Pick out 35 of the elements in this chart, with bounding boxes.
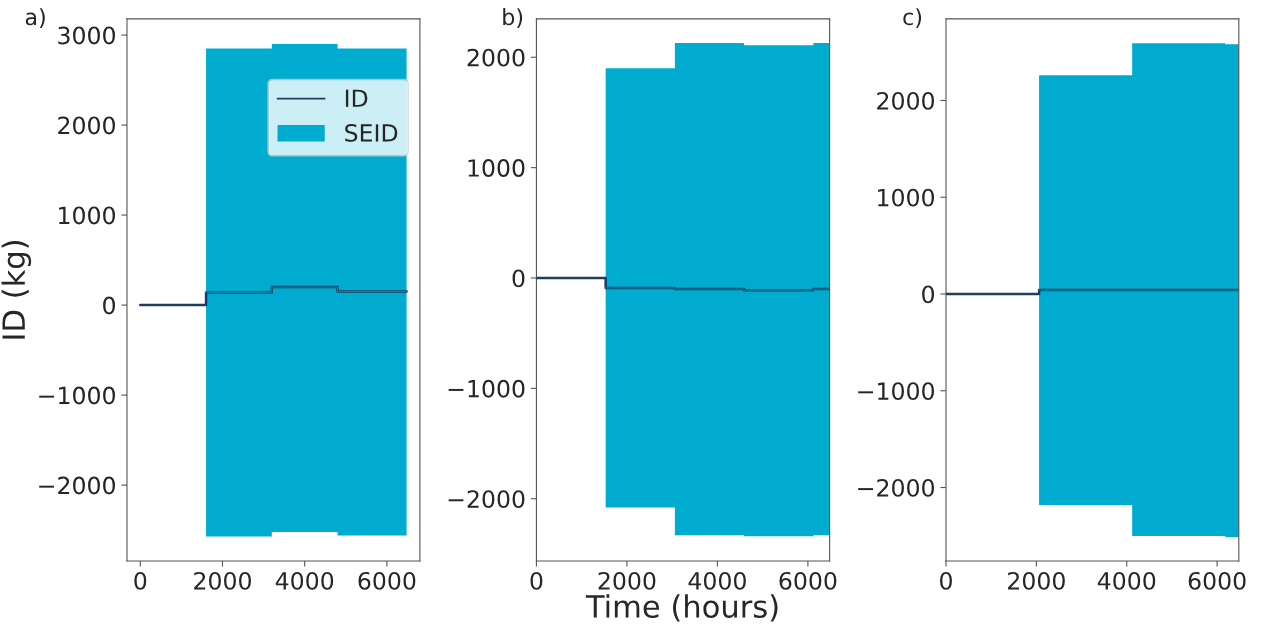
y-tick-label: 2000 [58,116,115,135]
x-tick-label: 4000 [275,571,334,590]
y-axis-title: ID (kg) [1,241,32,339]
y-tick-label: 0 [922,285,935,304]
x-tick-label: 4000 [688,571,746,590]
y-tick-label: −2000 [858,478,935,497]
y-tick-label: 2000 [467,48,525,67]
y-tick-label: 1000 [59,206,115,225]
legend-label: SEID [345,123,398,142]
x-axis-title: Time (hours) [585,594,778,622]
x-tick-label: 6000 [779,571,837,590]
y-tick-label: 0 [512,269,525,288]
y-tick-label: −2000 [448,490,525,509]
y-tick-label: 3000 [58,26,115,45]
x-tick-label: 2000 [598,571,656,590]
y-tick-label: 1000 [878,188,935,207]
text: b) [503,8,523,28]
y-tick-label: −1000 [858,382,935,401]
y-tick-label: −2000 [39,476,115,495]
text: c) [903,8,922,28]
x-tick-label: 0 [530,571,543,590]
x-tick-label: 6000 [1188,571,1246,590]
x-tick-label: 0 [940,571,952,590]
legend-label: ID [345,89,368,107]
x-tick-label: 0 [134,571,147,590]
text: a) [25,8,45,28]
x-tick-label: 4000 [1097,571,1156,590]
y-tick-label: 0 [103,296,115,315]
y-tick-label: 1000 [468,159,525,177]
x-tick-label: 2000 [1008,571,1065,590]
y-tick-label: −1000 [448,379,525,398]
y-tick-label: 2000 [877,91,935,110]
x-tick-label: 6000 [358,571,416,590]
y-tick-label: −1000 [39,386,115,405]
x-tick-label: 2000 [194,571,251,590]
